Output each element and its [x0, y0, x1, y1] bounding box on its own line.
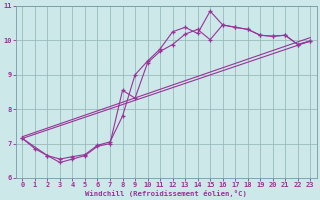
X-axis label: Windchill (Refroidissement éolien,°C): Windchill (Refroidissement éolien,°C) — [85, 190, 247, 197]
